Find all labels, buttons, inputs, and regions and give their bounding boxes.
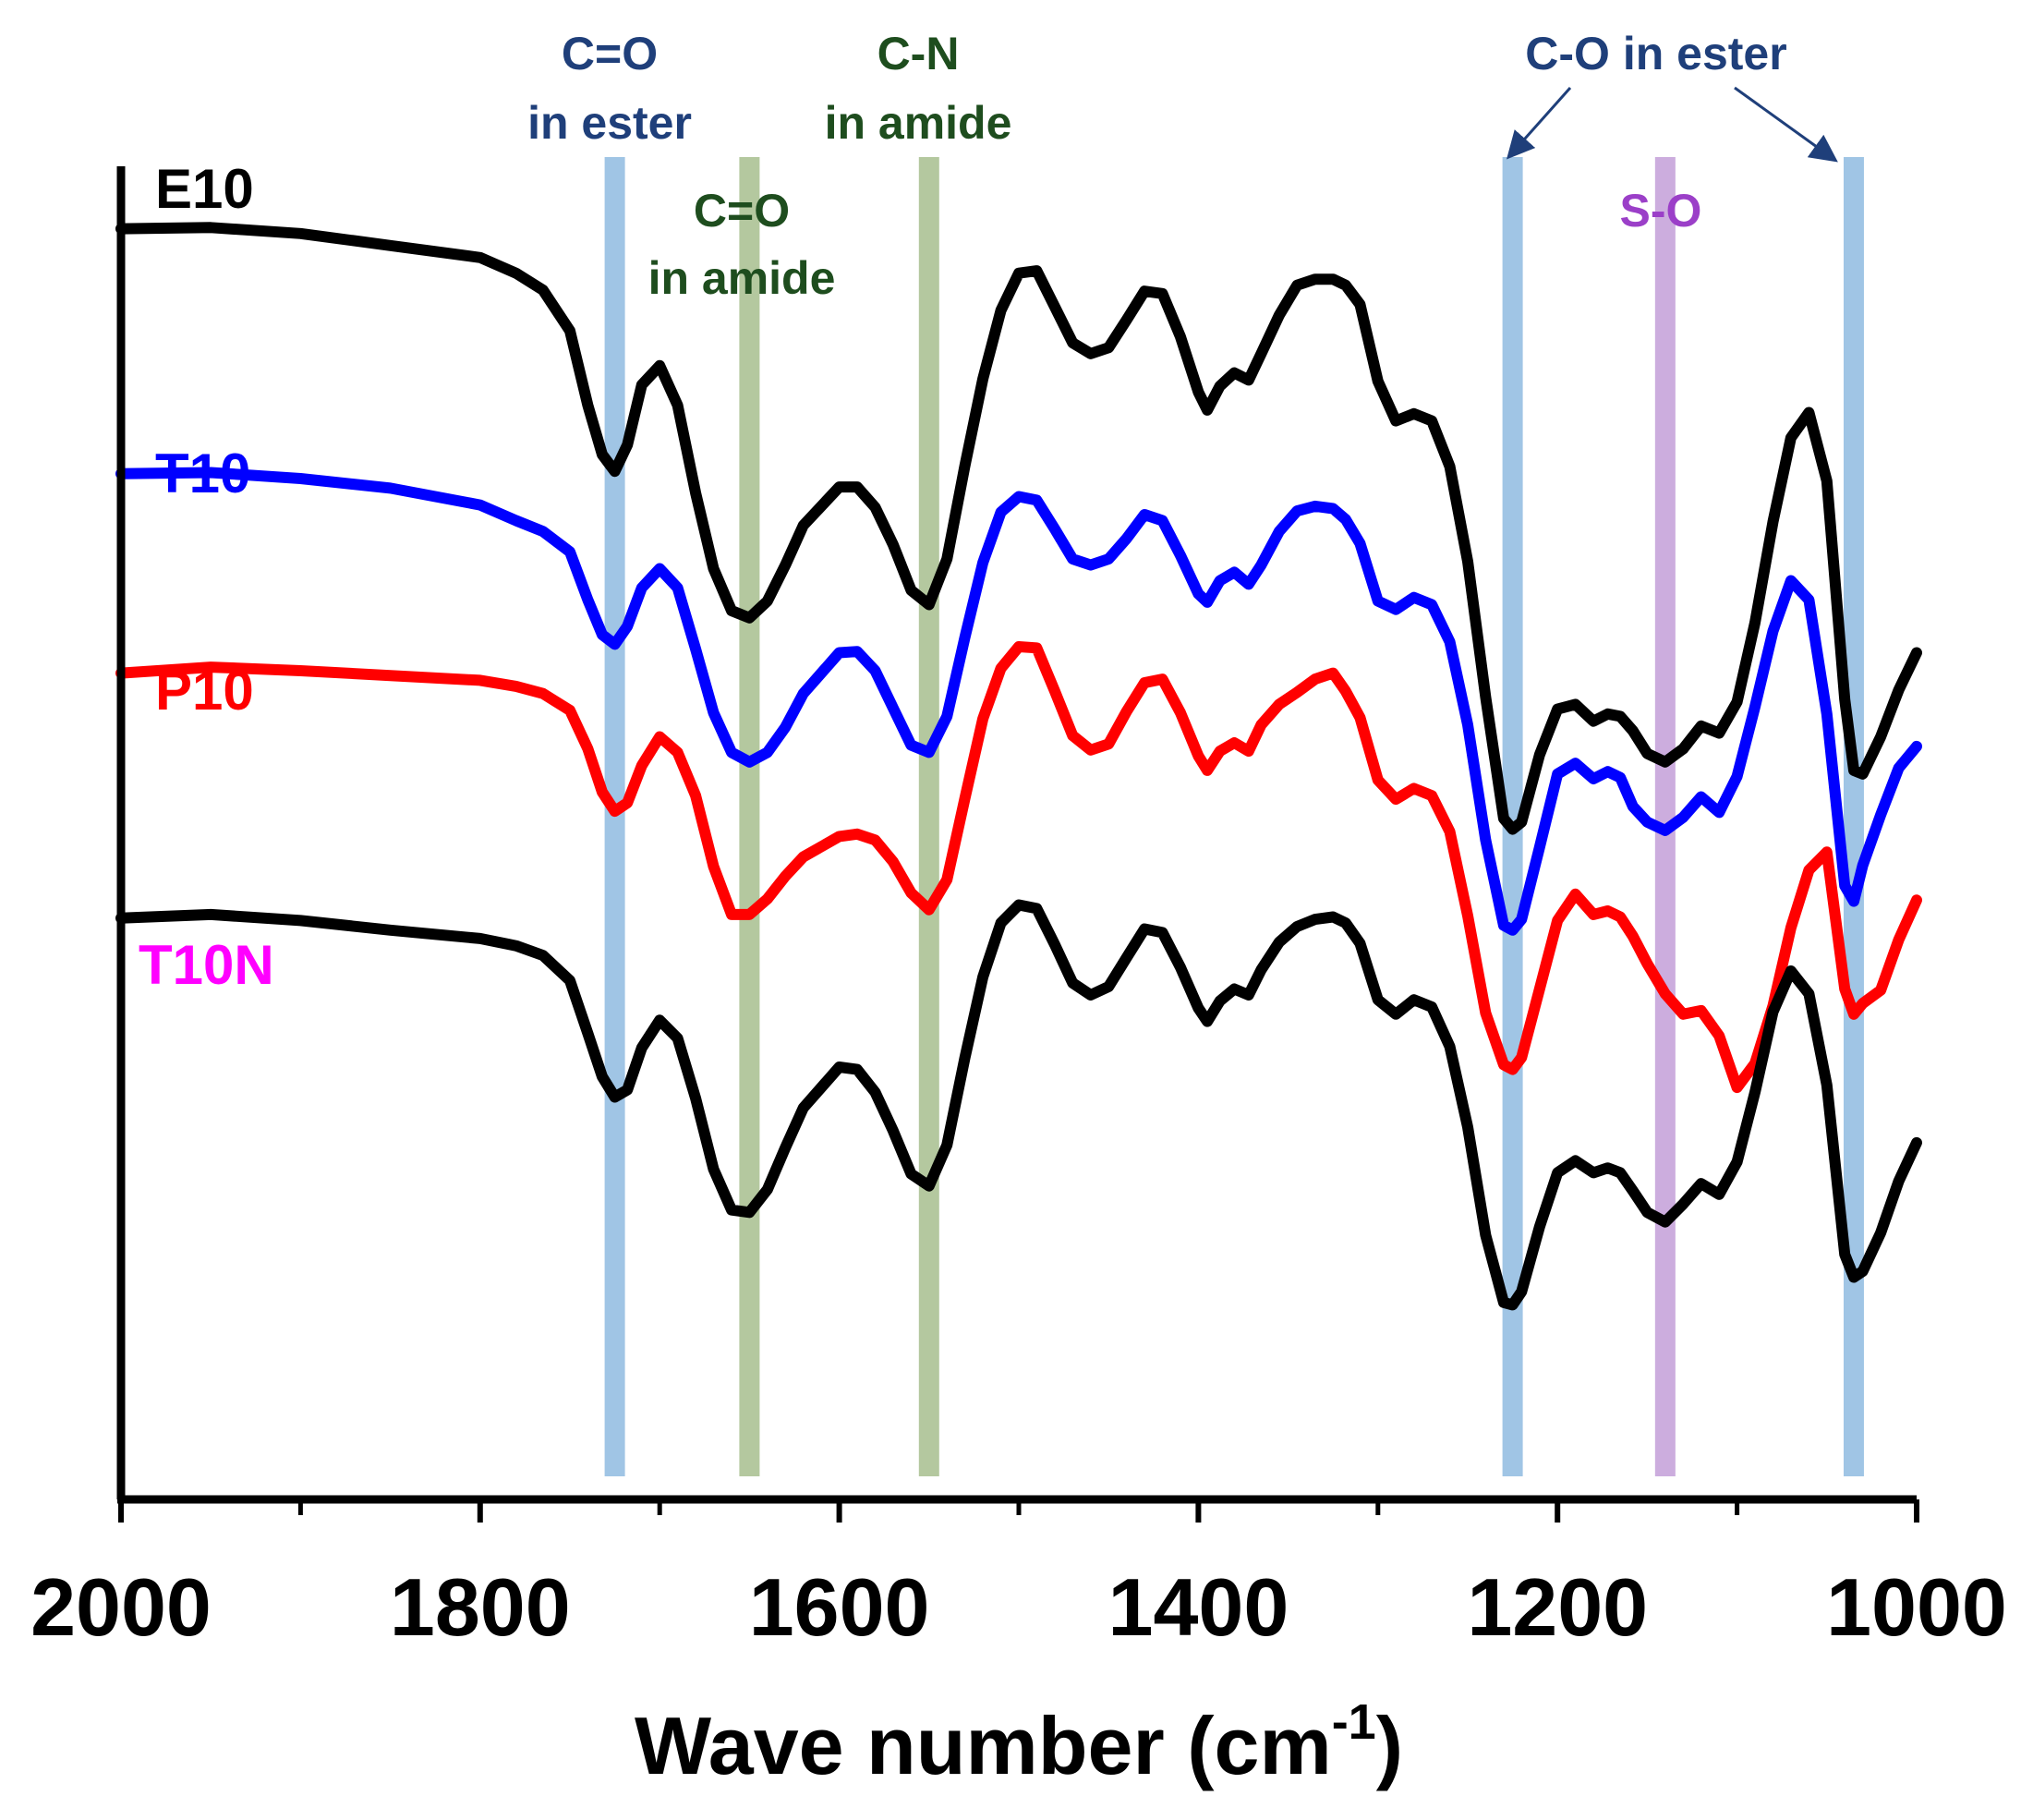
series-label-t10: T10	[155, 443, 250, 504]
band-c-o-in-ester-2-	[1843, 157, 1864, 1476]
axes	[116, 166, 1917, 1504]
band-label-1-0: C=O	[694, 185, 790, 237]
series-line-e10	[115, 222, 1922, 835]
series-line-t10n	[115, 899, 1922, 1311]
band-s-o	[1654, 157, 1676, 1476]
band-label-2-1: in amide	[825, 97, 1012, 149]
x-tick-label-1400: 1400	[1108, 1561, 1289, 1653]
x-tick-label-1800: 1800	[390, 1561, 571, 1653]
series-line-t10	[115, 467, 1922, 936]
band-label-0-0: C=O	[562, 28, 658, 79]
series-line-p10	[115, 641, 1922, 1094]
band-label-1-1: in amide	[648, 252, 836, 304]
x-tick-label-1200: 1200	[1467, 1561, 1648, 1653]
x-tick-label-1000: 1000	[1826, 1561, 2007, 1653]
band-c-n-in-amide	[918, 157, 939, 1476]
band-label-2-0: C-N	[877, 28, 960, 79]
x-tick-label-2000: 2000	[30, 1561, 212, 1653]
arrow-c-o-ester-left	[1507, 87, 1572, 160]
band-label-3-0: C-O in ester	[1525, 28, 1786, 79]
x-axis-title: Wave number (cm-1)	[635, 1694, 1403, 1791]
x-tick-label-1600: 1600	[749, 1561, 930, 1653]
series-label-e10: E10	[155, 158, 254, 220]
band-c-o-in-amide	[739, 157, 760, 1476]
x-ticks: 2000 1800 1600 1400 1200 1000	[30, 1499, 2007, 1653]
series-label-p10: P10	[155, 660, 254, 722]
band-c-o-in-ester	[1502, 157, 1523, 1476]
band-label-0-1: in ester	[527, 97, 692, 149]
series-layer	[115, 222, 1922, 1311]
arrow-c-o-ester-right	[1734, 86, 1838, 163]
series-labels: E10 T10 P10 T10N	[139, 158, 274, 996]
band-layer	[604, 157, 1864, 1476]
band-label-4-0: S-O	[1620, 185, 1702, 237]
series-label-t10n: T10N	[139, 934, 274, 996]
